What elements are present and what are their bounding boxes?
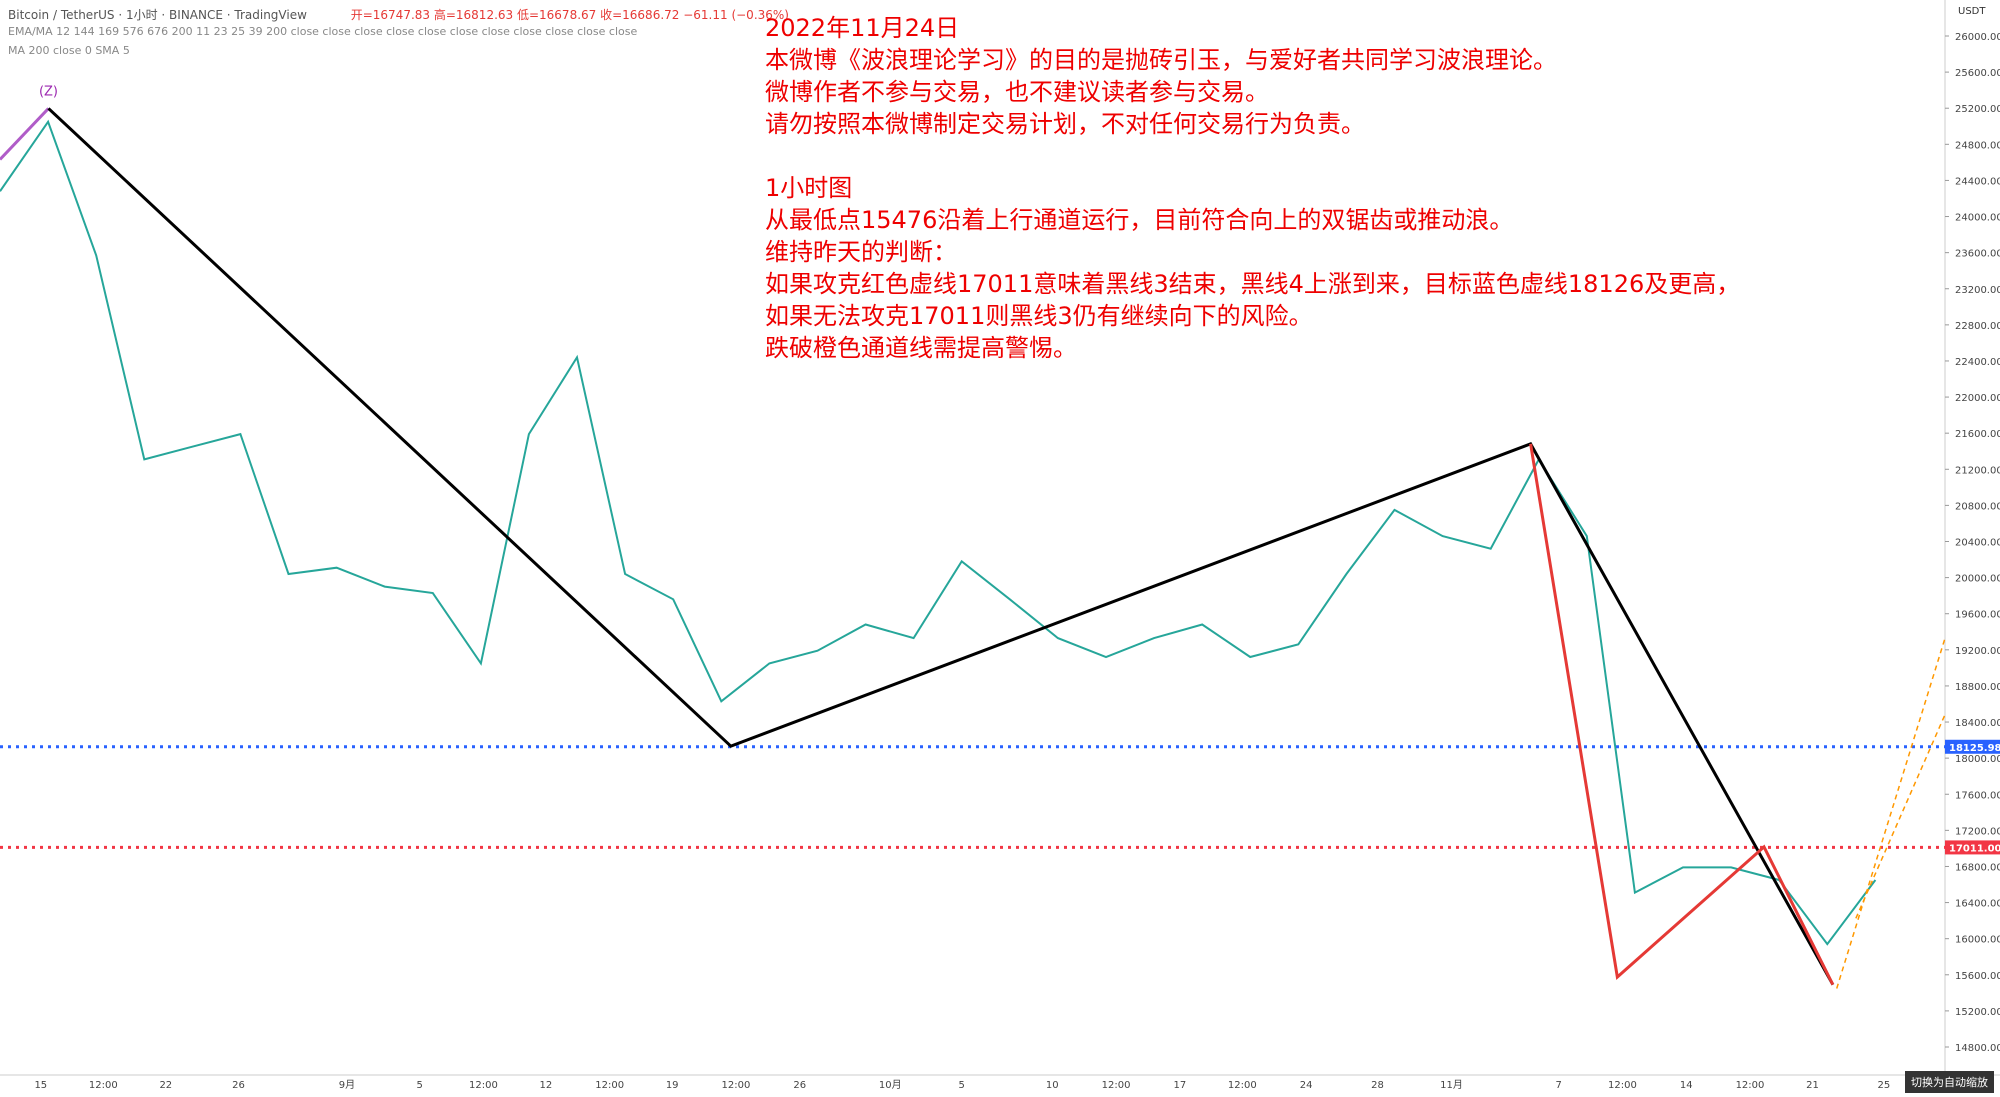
wave-red — [1529, 443, 1835, 986]
annotation-line: 请勿按照本微博制定交易计划，不对任何交易行为负责。 — [765, 110, 1365, 138]
price-tick-label: 17600.00 — [1955, 790, 2000, 801]
time-label: 12:00 — [1736, 1080, 1765, 1091]
price-tick-label: 24000.00 — [1955, 213, 2000, 224]
time-label: 22 — [159, 1080, 172, 1091]
time-label: 12:00 — [1228, 1080, 1257, 1091]
symbol-text: Bitcoin / TetherUS · 1小时 · BINANCE · Tra… — [8, 8, 307, 22]
time-label: 9月 — [339, 1079, 355, 1091]
time-label: 19 — [666, 1080, 679, 1091]
annotation-line: 从最低点15476沿着上行通道运行，目前符合向上的双锯齿或推动浪。 — [765, 206, 1514, 234]
wave-black — [47, 107, 1835, 986]
price-tick-label: 16000.00 — [1955, 935, 2000, 946]
price-tick-label: 24800.00 — [1955, 140, 2000, 151]
price-line — [0, 119, 1877, 946]
price-tick-label: 22800.00 — [1955, 321, 2000, 332]
annotation-line: 1小时图 — [765, 174, 853, 202]
price-tick-label: 21600.00 — [1955, 429, 2000, 440]
auto-scale-button[interactable]: 切换为自动缩放 — [1905, 1071, 1994, 1093]
price-tick-label: 14800.00 — [1955, 1043, 2000, 1054]
price-tick-label: 22000.00 — [1955, 393, 2000, 404]
annotation-line: 跌破橙色通道线需提高警惕。 — [765, 334, 1077, 362]
time-label: 14 — [1680, 1080, 1693, 1091]
annotation-line: 本微博《波浪理论学习》的目的是抛砖引玉，与爱好者共同学习波浪理论。 — [765, 46, 1557, 74]
time-label: 10 — [1046, 1080, 1059, 1091]
time-label: 12:00 — [469, 1080, 498, 1091]
spacer — [765, 140, 1740, 172]
price-tick-label: 20400.00 — [1955, 538, 2000, 549]
indicator: EMA/MA 12 144 169 576 676 200 11 23 25 3… — [8, 25, 638, 38]
time-label: 12:00 — [1608, 1080, 1637, 1091]
time-label: 25 — [1878, 1080, 1891, 1091]
time-label: 24 — [1300, 1080, 1313, 1091]
price-tick-label: 17200.00 — [1955, 826, 2000, 837]
price-tick-label: 16400.00 — [1955, 899, 2000, 910]
indicator: MA 200 close 0 SMA 5 — [8, 44, 130, 57]
price-tick-label: 22400.00 — [1955, 357, 2000, 368]
symbol: Bitcoin / TetherUS · 1小时 · BINANCE · Tra… — [8, 6, 789, 23]
price-tick-label: 19200.00 — [1955, 646, 2000, 657]
time-label: 12:00 — [595, 1080, 624, 1091]
channel-orange — [1836, 637, 1946, 989]
time-label: 5 — [416, 1080, 422, 1091]
time-label: 10月 — [879, 1079, 902, 1091]
time-label: 26 — [232, 1080, 245, 1091]
wave-purple — [0, 107, 50, 161]
annotation: 2022年11月24日本微博《波浪理论学习》的目的是抛砖引玉，与爱好者共同学习波… — [765, 12, 1740, 364]
annotation-line: 维持昨天的判断： — [765, 238, 957, 266]
level-label: 18125.98 — [1949, 743, 2000, 754]
price-tick-label: 18800.00 — [1955, 682, 2000, 693]
price-tick-label: 15600.00 — [1955, 971, 2000, 982]
channel-orange — [1855, 713, 1946, 919]
time-label: 12:00 — [722, 1080, 751, 1091]
price-tick-label: 25600.00 — [1955, 68, 2000, 79]
time-label: 5 — [959, 1080, 965, 1091]
time-label: 26 — [793, 1080, 806, 1091]
level-label: 17011.00 — [1949, 843, 2000, 854]
time-label: 15 — [34, 1080, 47, 1091]
time-label: 7 — [1555, 1080, 1561, 1091]
annotation-line: 2022年11月24日 — [765, 14, 960, 42]
price-tick-label: 26000.00 — [1955, 32, 2000, 43]
price-tick-label: 19600.00 — [1955, 610, 2000, 621]
price-tick-label: 16800.00 — [1955, 862, 2000, 873]
level-tag — [1945, 739, 2000, 754]
time-label: 12:00 — [89, 1080, 118, 1091]
price-tick-label: 25200.00 — [1955, 104, 2000, 115]
price-tick-label: 18400.00 — [1955, 718, 2000, 729]
time-label: 12 — [540, 1080, 553, 1091]
time-label: 21 — [1806, 1080, 1819, 1091]
price-tick-label: 15200.00 — [1955, 1007, 2000, 1018]
price-tick-label: 20000.00 — [1955, 574, 2000, 585]
price-tick-label: 23200.00 — [1955, 285, 2000, 296]
time-label: 17 — [1173, 1080, 1186, 1091]
time-label: 12:00 — [1102, 1080, 1131, 1091]
currency: USDT — [1958, 6, 1986, 17]
price-tick-label: 20800.00 — [1955, 501, 2000, 512]
time-label: 28 — [1371, 1080, 1384, 1091]
wave-label: (Z) — [39, 85, 58, 100]
annotation-line: 如果攻克红色虚线17011意味着黑线3结束，黑线4上涨到来，目标蓝色虚线1812… — [765, 270, 1741, 298]
annotation-line: 微博作者不参与交易，也不建议读者参与交易。 — [765, 78, 1269, 106]
price-tick-label: 18000.00 — [1955, 754, 2000, 765]
level-tag — [1945, 840, 2000, 855]
price-tick-label: 23600.00 — [1955, 249, 2000, 260]
ohlc: 开=16747.83 高=16812.63 低=16678.67 收=16686… — [350, 8, 789, 22]
price-tick-label: 24400.00 — [1955, 176, 2000, 187]
price-tick-label: 21200.00 — [1955, 465, 2000, 476]
annotation-line: 如果无法攻克17011则黑线3仍有继续向下的风险。 — [765, 302, 1313, 330]
time-label: 11月 — [1440, 1079, 1463, 1091]
